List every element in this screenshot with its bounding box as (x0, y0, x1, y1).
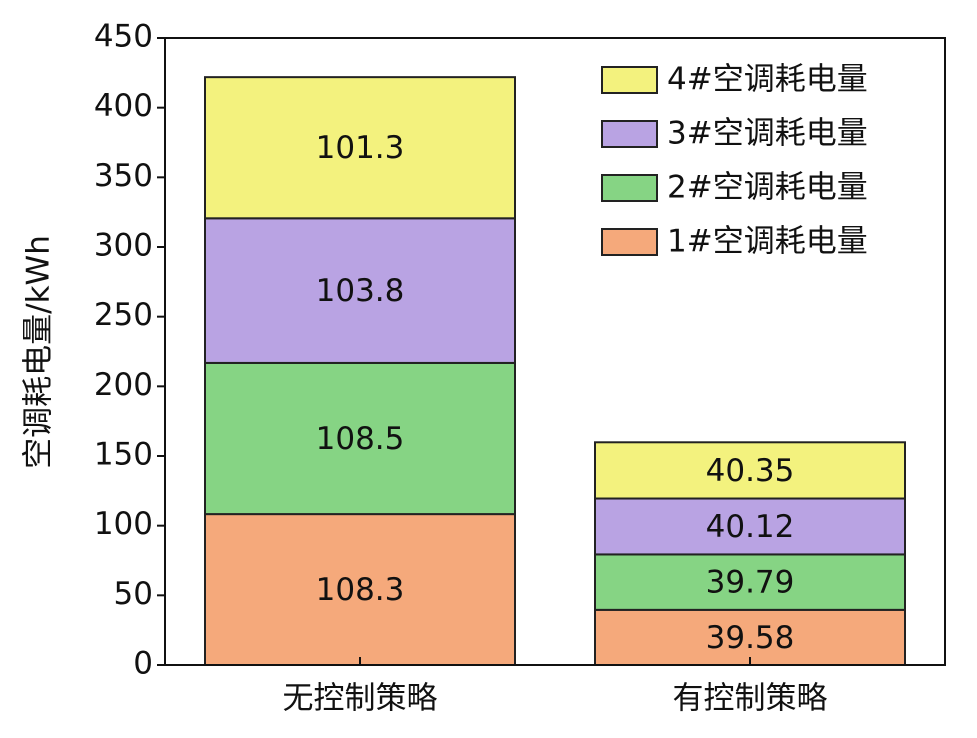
bar-segment (204, 361, 516, 516)
y-tick-label: 400 (94, 88, 153, 124)
x-tick-label: 无控制策略 (283, 681, 438, 717)
value-label: 103.8 (316, 273, 405, 309)
y-axis-label: 空调耗电量/kWh (21, 235, 57, 469)
legend-swatch (601, 228, 658, 256)
y-tick-label: 450 (94, 19, 153, 55)
y-tick-label: 50 (114, 576, 153, 612)
legend-swatch (601, 120, 658, 148)
bar-segment (594, 441, 906, 500)
value-label: 108.5 (316, 421, 405, 457)
value-label: 40.35 (706, 453, 795, 489)
value-label: 108.3 (316, 572, 405, 608)
y-tick-label: 200 (94, 367, 153, 403)
value-label: 39.79 (706, 565, 795, 601)
bar-segment (204, 76, 516, 220)
x-tick-label: 有控制策略 (673, 681, 828, 717)
legend-label: 4#空调耗电量 (667, 62, 868, 98)
y-tick-label: 150 (94, 437, 153, 473)
y-tick-label: 300 (94, 228, 153, 264)
legend-label: 2#空调耗电量 (667, 170, 868, 206)
value-label: 40.12 (706, 509, 795, 545)
legend-label: 1#空调耗电量 (667, 224, 868, 260)
y-tick-label: 0 (133, 646, 153, 682)
value-label: 39.58 (706, 620, 795, 656)
y-tick-label: 100 (94, 506, 153, 542)
bar-segment (204, 217, 516, 364)
value-label: 101.3 (316, 130, 405, 166)
legend-swatch (601, 174, 658, 202)
y-tick-label: 350 (94, 158, 153, 194)
legend-label: 3#空调耗电量 (667, 116, 868, 152)
legend-swatch (601, 66, 658, 94)
bar-segment (594, 608, 906, 666)
y-tick-label: 250 (94, 297, 153, 333)
plot-frame (164, 37, 946, 666)
